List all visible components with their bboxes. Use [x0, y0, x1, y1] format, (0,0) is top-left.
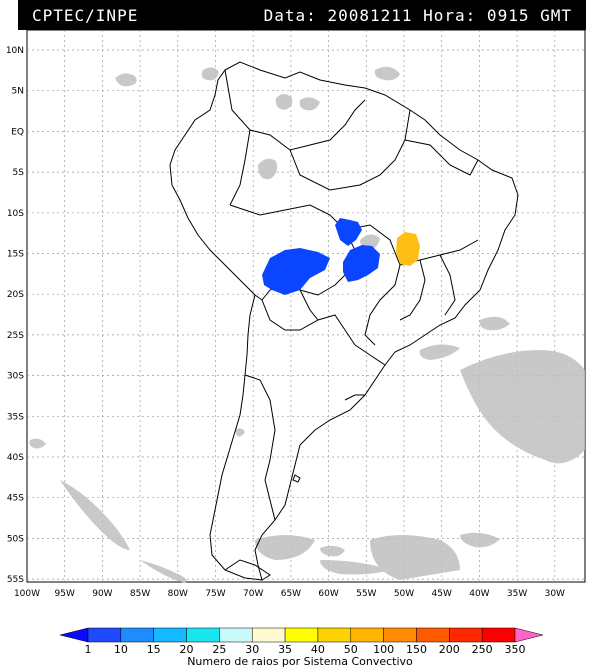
- longitude-labels: 100W 95W 90W 85W 80W 75W 70W 65W 60W 55W 50W 45W 40W…: [14, 589, 565, 599]
- lon-label: 55W: [356, 589, 376, 599]
- datetime-label: Data: 20081211 Hora: 0915 GMT: [263, 6, 572, 25]
- lat-label: 5N: [12, 87, 24, 97]
- colorbar-label: 50: [344, 643, 358, 656]
- lon-label: 30W: [545, 589, 565, 599]
- convective-cell-orange: [396, 232, 420, 266]
- coastline-layer: [169, 61, 519, 581]
- colorbar-label: 350: [505, 643, 526, 656]
- map-frame: [26, 29, 586, 583]
- lat-label: 55S: [7, 575, 24, 585]
- colorbar-segment: [251, 627, 286, 643]
- colorbar-label: 10: [114, 643, 128, 656]
- lat-label: 50S: [7, 534, 24, 544]
- colorbar-label: 100: [373, 643, 394, 656]
- lon-label: 80W: [168, 589, 188, 599]
- lon-label: 100W: [14, 589, 40, 599]
- lat-label: 30S: [7, 372, 24, 382]
- convective-systems-layer: [262, 218, 420, 295]
- colorbar-segment: [284, 627, 319, 643]
- colorbar-label: 30: [245, 643, 259, 656]
- colorbar-title: Numero de raios por Sistema Convectivo: [187, 655, 413, 668]
- lon-label: 85W: [130, 589, 150, 599]
- lat-label: EQ: [11, 127, 24, 137]
- lon-label: 70W: [243, 589, 263, 599]
- convective-cell-blue-west: [262, 248, 330, 295]
- colorbar-segment: [449, 627, 483, 643]
- lat-label: 35S: [7, 412, 24, 422]
- colorbar-segment: [153, 627, 187, 643]
- lat-label: 5S: [13, 168, 25, 178]
- lat-label: 10N: [6, 46, 24, 56]
- lon-label: 50W: [394, 589, 414, 599]
- colorbar-label: 40: [311, 643, 325, 656]
- colorbar-segment: [87, 627, 122, 643]
- colorbar-label: 250: [472, 643, 493, 656]
- lat-label: 10S: [7, 209, 24, 219]
- lon-label: 35W: [507, 589, 527, 599]
- lon-label: 95W: [55, 589, 75, 599]
- colorbar: 1 10 15 20 25 30 35 40 50 100 150 200 250 350: [59, 627, 544, 656]
- colorbar-high-arrow: [514, 627, 544, 643]
- convective-cell-blue-north: [335, 218, 362, 246]
- lat-label: 15S: [7, 250, 24, 260]
- lon-label: 75W: [205, 589, 225, 599]
- lon-label: 45W: [432, 589, 452, 599]
- lat-label: 25S: [7, 331, 24, 341]
- lat-label: 20S: [7, 290, 24, 300]
- colorbar-label: 150: [406, 643, 427, 656]
- colorbar-segment: [186, 627, 220, 643]
- colorbar-label: 25: [212, 643, 226, 656]
- lon-label: 65W: [281, 589, 301, 599]
- colorbar-segment: [317, 627, 352, 643]
- colorbar-segment: [481, 627, 516, 643]
- lat-label: 40S: [7, 453, 24, 463]
- lat-label: 45S: [7, 494, 24, 504]
- colorbar-label: 200: [439, 643, 460, 656]
- grid-lines: [27, 30, 585, 582]
- convective-cell-blue-center: [343, 245, 380, 282]
- cloud-cover-layer: [29, 66, 585, 583]
- colorbar-segment: [383, 627, 417, 643]
- lon-label: 60W: [318, 589, 338, 599]
- latitude-labels: 10N 5N EQ 5S 10S 15S 20S 25S 30S 35S 40S 45S 50S 55S: [6, 46, 24, 585]
- colorbar-label: 15: [147, 643, 161, 656]
- colorbar-segment: [219, 627, 253, 643]
- colorbar-segment: [416, 627, 450, 643]
- source-label: CPTEC/INPE: [32, 6, 139, 25]
- lon-label: 90W: [92, 589, 112, 599]
- colorbar-segment: [350, 627, 384, 643]
- colorbar-low-arrow: [59, 627, 89, 643]
- colorbar-segment: [120, 627, 154, 643]
- colorbar-label: 35: [278, 643, 292, 656]
- colorbar-label: 1: [85, 643, 92, 656]
- map-header: CPTEC/INPE Data: 20081211 Hora: 0915 GMT: [18, 0, 586, 30]
- colorbar-label: 20: [180, 643, 194, 656]
- lon-label: 40W: [469, 589, 489, 599]
